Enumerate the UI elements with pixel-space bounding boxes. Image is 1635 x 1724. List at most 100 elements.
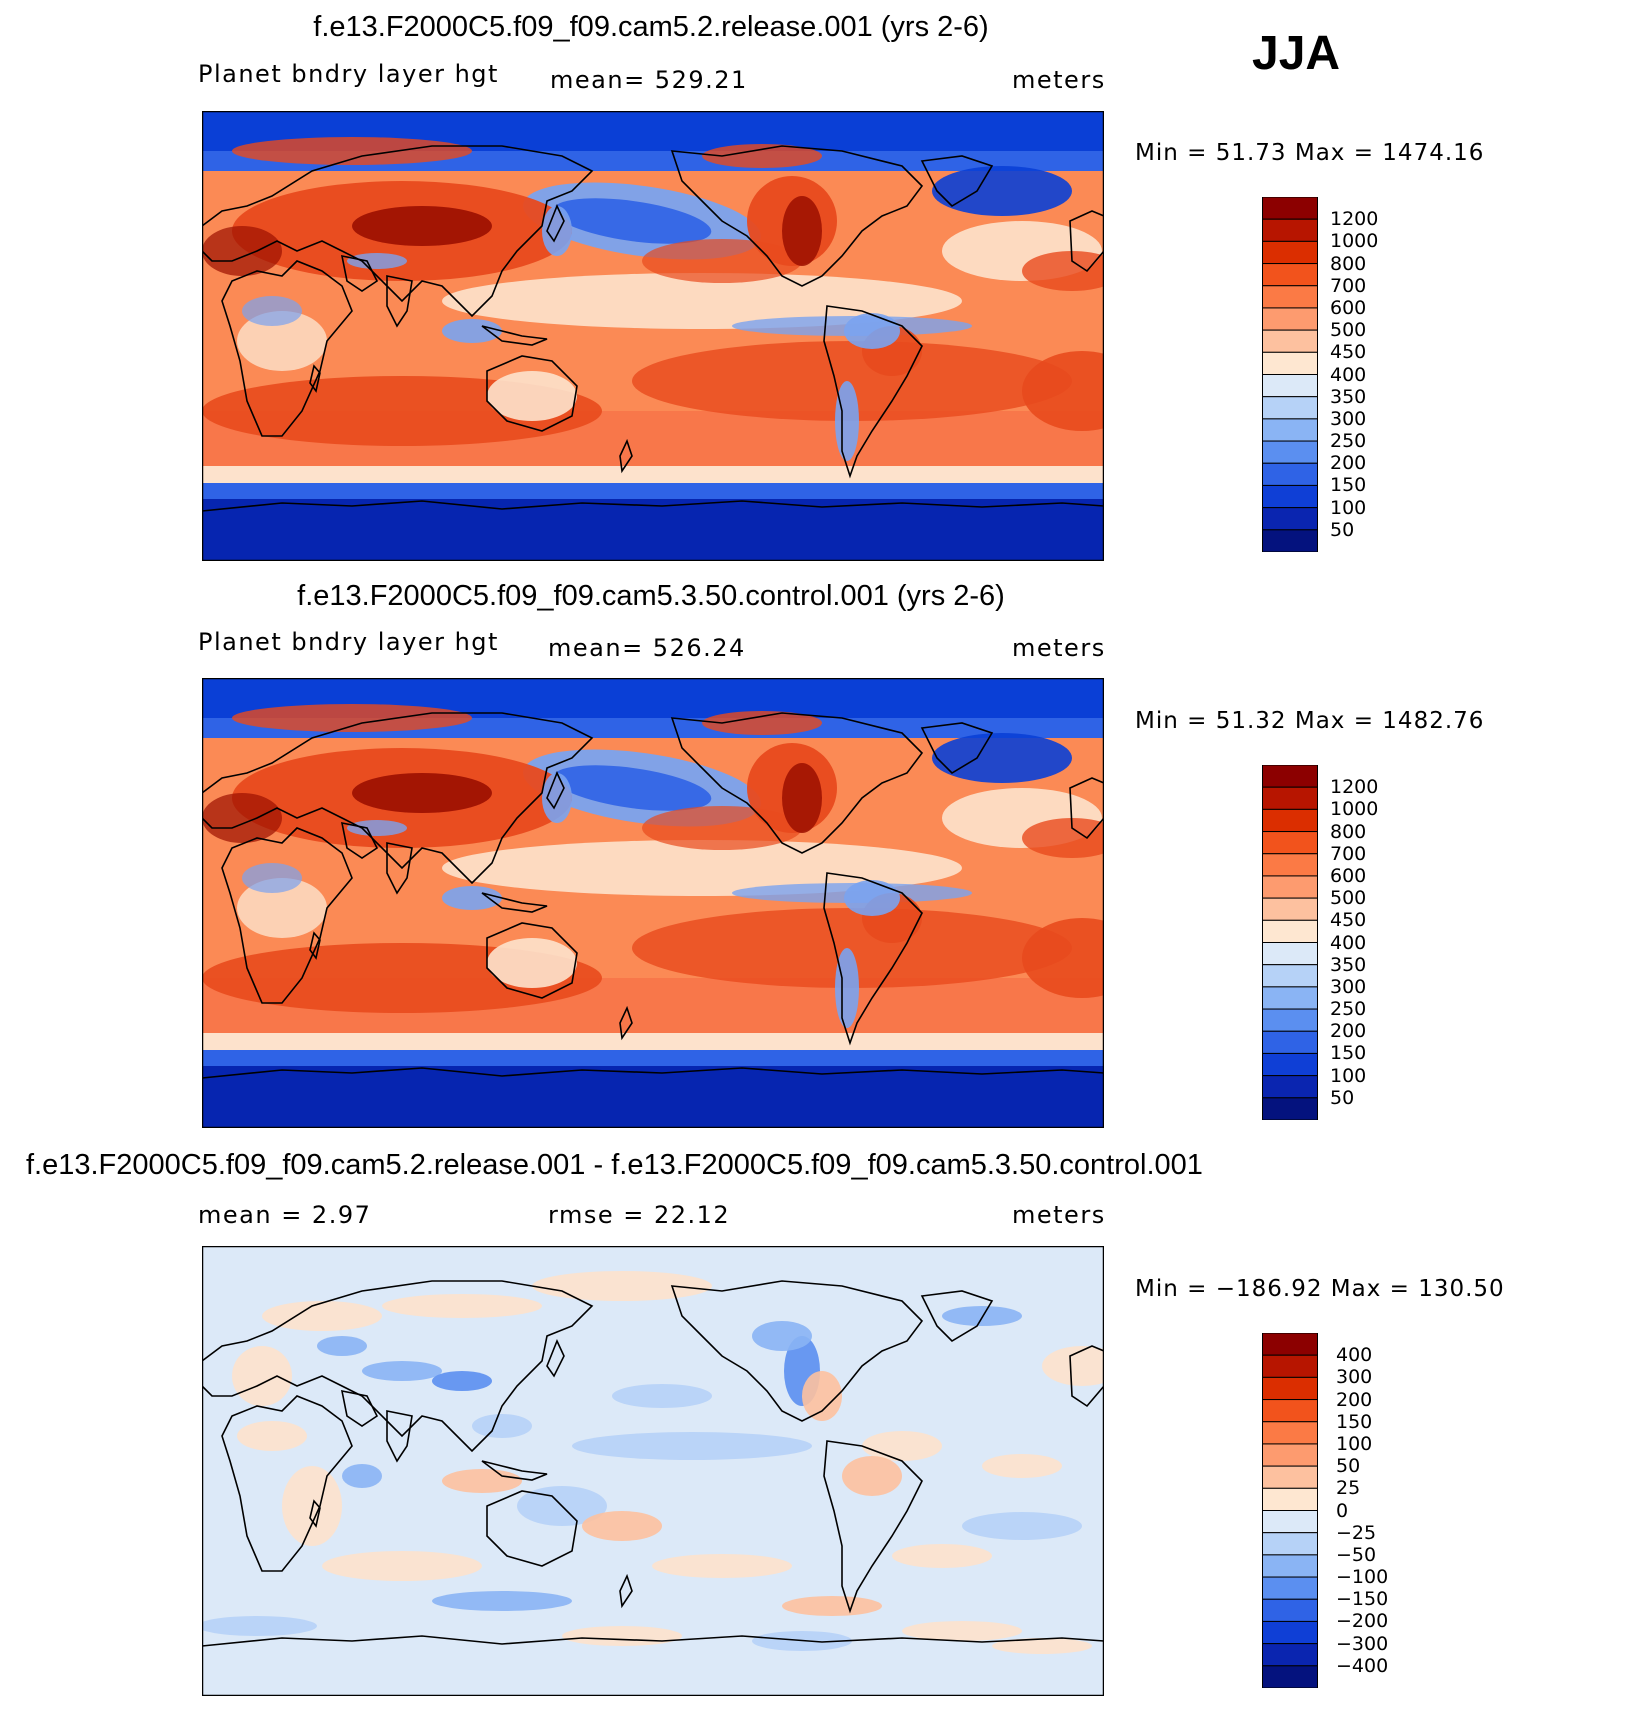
coastline — [1069, 777, 1104, 840]
field-contour — [432, 1371, 492, 1391]
colorbar-box — [1262, 1052, 1318, 1077]
colorbar-tick-label: 100 — [1336, 1432, 1373, 1455]
colorbar-box — [1262, 1097, 1318, 1120]
field-contour — [835, 381, 859, 461]
colorbar-box — [1262, 986, 1318, 1010]
colorbar-tick-label: 500 — [1330, 887, 1367, 910]
coastline — [670, 1280, 924, 1422]
field-contour — [582, 1511, 662, 1541]
colorbar-tick-label: 50 — [1330, 1086, 1355, 1109]
field-contour — [702, 711, 822, 735]
colorbar-tick-label: 600 — [1330, 864, 1367, 887]
colorbar-tick-label: 1200 — [1330, 776, 1379, 799]
contour-fill — [202, 111, 1104, 561]
colorbar-box — [1262, 1030, 1318, 1054]
colorbar-tick-label: 25 — [1336, 1477, 1361, 1500]
coastline — [221, 827, 353, 1004]
coastline — [309, 1499, 321, 1528]
field-contour — [632, 908, 1072, 988]
coastline — [340, 821, 379, 859]
colorbar-box — [1262, 1532, 1318, 1556]
colorbar-tick-label: −100 — [1336, 1566, 1389, 1589]
colorbar-box — [1262, 351, 1318, 375]
field-contour — [232, 704, 472, 732]
field-contour — [782, 763, 822, 833]
colorbar-tick-label: 100 — [1330, 1064, 1367, 1087]
coastline — [309, 931, 321, 960]
coastline — [340, 1389, 379, 1427]
coastline — [486, 1490, 578, 1567]
field-contour — [432, 1591, 572, 1611]
colorbar-boxes — [1262, 765, 1318, 1120]
colorbar-tick-label: 400 — [1330, 363, 1367, 386]
colorbar-box — [1262, 1399, 1318, 1423]
coastline — [920, 1290, 994, 1343]
field-contour — [902, 1621, 1022, 1641]
colorbar-tick-label: −150 — [1336, 1588, 1389, 1611]
map-frame — [202, 111, 1104, 561]
colorbar-tick-label: −50 — [1336, 1543, 1377, 1566]
colorbar-tick-label: 200 — [1330, 1020, 1367, 1043]
field-contour — [362, 1361, 442, 1381]
field-contour — [352, 206, 492, 246]
field-contour — [317, 1336, 367, 1356]
coastline — [1069, 210, 1104, 273]
colorbar-box — [1262, 786, 1318, 810]
panel-3-colorbar: 400 300 200 150 100 50 25 0 −25 −50 −100 −150 −200 −3… — [1262, 1333, 1388, 1688]
coastline — [221, 1395, 353, 1572]
colorbar-box — [1262, 218, 1318, 242]
colorbar-boxes — [1262, 1333, 1318, 1688]
colorbar-box — [1262, 507, 1318, 531]
antarctic-band — [202, 499, 1104, 561]
field-contour — [702, 144, 822, 168]
field-contour — [1042, 1346, 1104, 1386]
colorbar-tick-label: 150 — [1330, 1042, 1367, 1065]
colorbar-tick-label: 700 — [1330, 842, 1367, 865]
field-contour — [1022, 918, 1104, 998]
field-contour — [572, 1432, 812, 1460]
field-contour — [442, 273, 962, 329]
field-contour — [932, 166, 1072, 216]
colorbar-box — [1262, 197, 1318, 220]
coastline — [386, 842, 413, 895]
colorbar-box — [1262, 374, 1318, 398]
field-contour — [232, 1346, 292, 1406]
colorbar-boxes — [1262, 197, 1318, 552]
field-contour — [202, 226, 282, 276]
panel-1-mean-label: mean= 529.21 — [550, 66, 748, 94]
colorbar-tick-label: 250 — [1330, 998, 1367, 1021]
field-contour — [487, 938, 577, 988]
colorbar-box — [1262, 1421, 1318, 1445]
field-contour — [982, 1454, 1062, 1478]
colorbar-tick-label: 700 — [1330, 274, 1367, 297]
colorbar-box — [1262, 1554, 1318, 1578]
colorbar-box — [1262, 462, 1318, 486]
colorbar-tick-label: 300 — [1336, 1366, 1373, 1389]
coastline — [546, 203, 565, 243]
colorbar-tick-label: 250 — [1330, 430, 1367, 453]
colorbar-box — [1262, 942, 1318, 966]
coastline — [619, 1573, 633, 1609]
panel-2-title: f.e13.F2000C5.f09_f09.cam5.3.50.control.… — [297, 580, 1005, 612]
field-contour — [352, 773, 492, 813]
coastline — [920, 155, 994, 208]
colorbar-tick-label: 100 — [1330, 496, 1367, 519]
field-contour — [844, 880, 900, 916]
panel-3-map-svg — [202, 1246, 1104, 1696]
colorbar-box — [1262, 484, 1318, 509]
field-contour — [202, 1616, 317, 1636]
colorbar-box — [1262, 1598, 1318, 1622]
field-contour — [835, 948, 859, 1028]
field-contour — [632, 341, 1072, 421]
field-contour — [282, 1466, 342, 1546]
colorbar-tick-label: 400 — [1330, 931, 1367, 954]
colorbar-tick-label: −200 — [1336, 1610, 1389, 1633]
panel-3-minmax: Min = −186.92 Max = 130.50 — [1135, 1276, 1505, 1302]
colorbar-box — [1262, 329, 1318, 353]
coastline — [386, 1410, 413, 1463]
field-contour — [242, 296, 302, 326]
colorbar-tick-label: 350 — [1330, 953, 1367, 976]
colorbar-box — [1262, 831, 1318, 855]
map-frame — [202, 1246, 1104, 1696]
field-contour — [752, 1321, 812, 1351]
